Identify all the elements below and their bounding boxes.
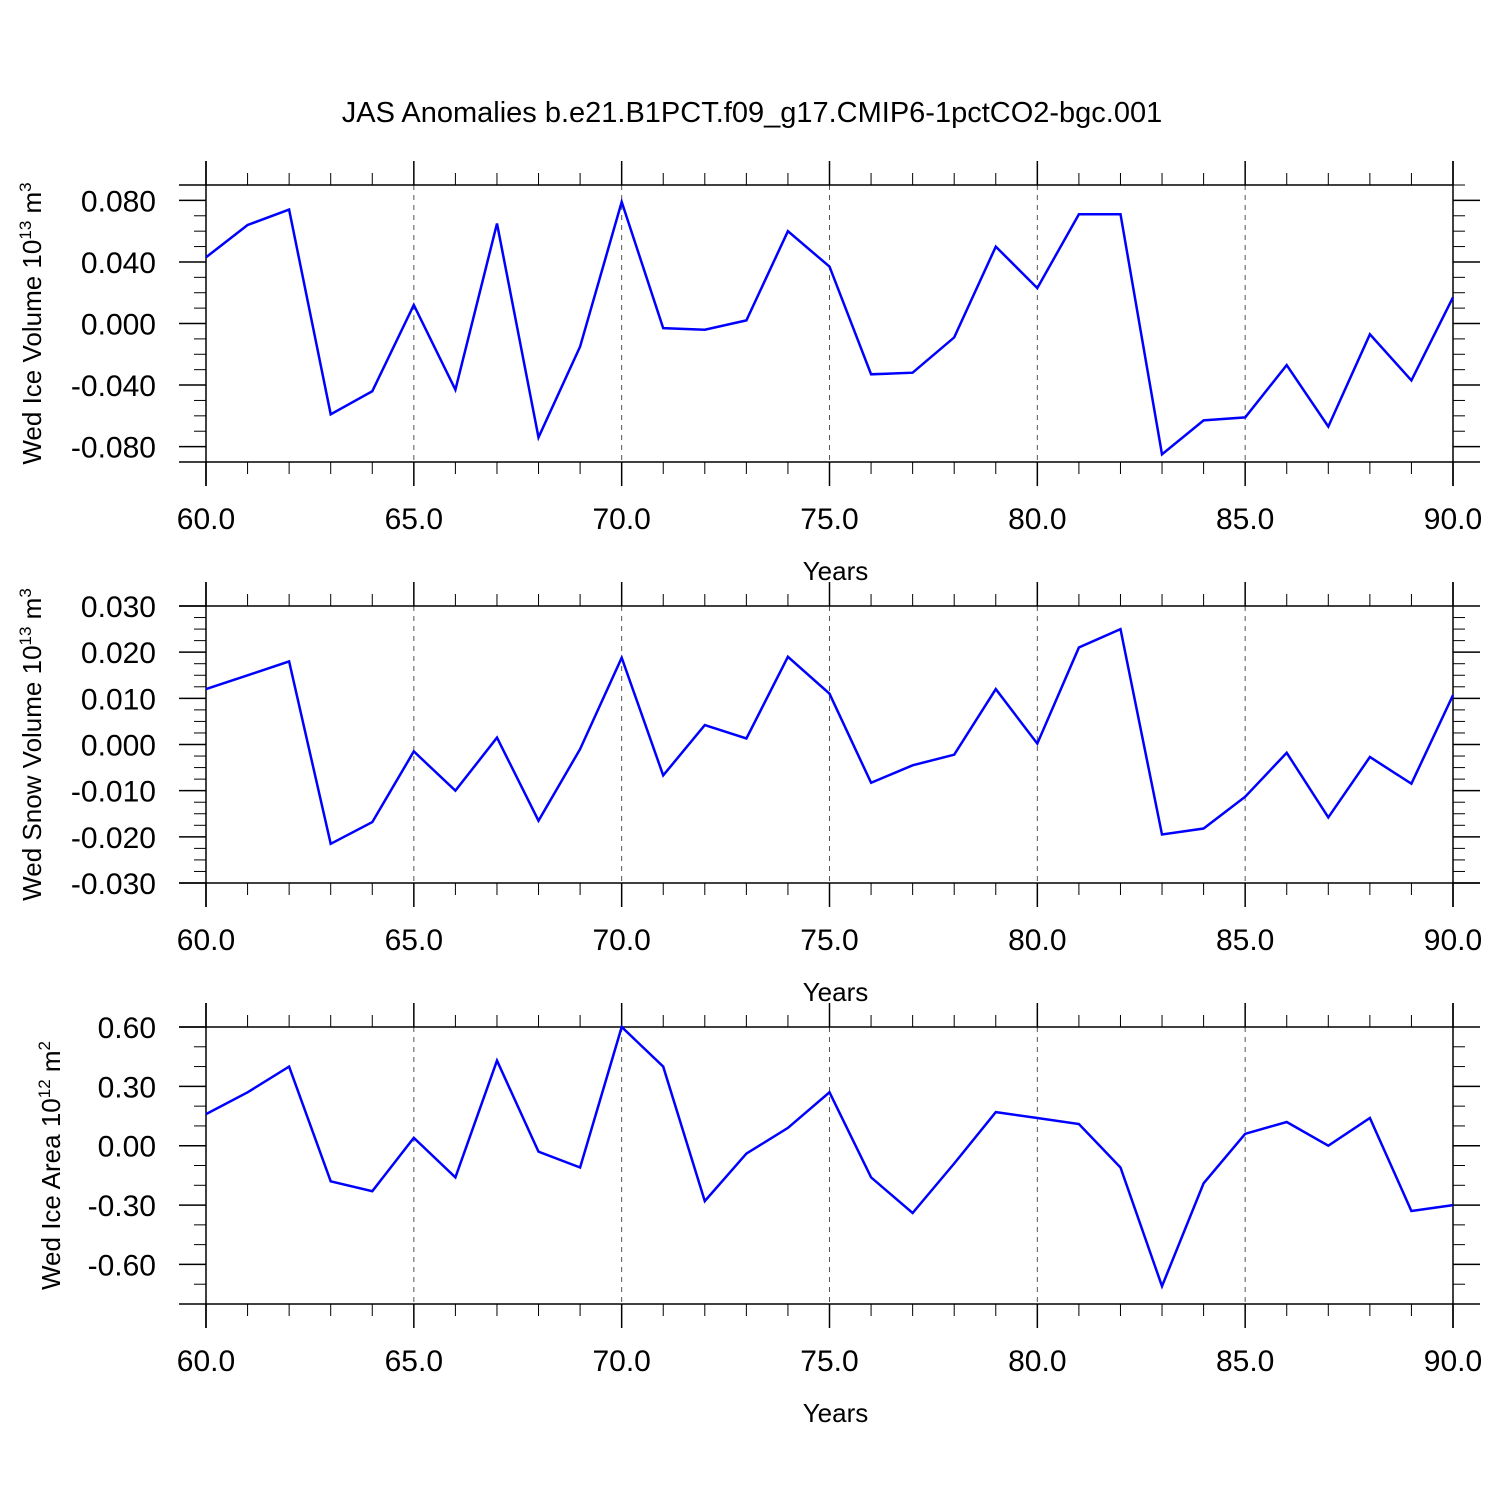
y-tick-label: 0.010 [81,683,156,716]
x-axis-label: Years [803,1398,869,1428]
y-tick-label: 0.30 [98,1071,156,1104]
y-tick-label: -0.60 [88,1249,156,1282]
x-tick-label: 80.0 [1008,503,1066,536]
x-tick-label: 60.0 [177,503,235,536]
x-tick-label: 70.0 [592,503,650,536]
y-axis-label: Wed Ice Area 1012 m2 [35,1041,66,1290]
x-tick-label: 75.0 [800,924,858,957]
y-tick-label: 0.040 [81,247,156,280]
x-tick-label: 85.0 [1216,1345,1274,1378]
x-tick-label: 60.0 [177,1345,235,1378]
y-tick-label: 0.60 [98,1012,156,1045]
panels: 60.0 65.0 70.0 75.0 80.0 85.0 90.0 Years -0.080 -… [16,161,1482,1428]
x-tick-label: 80.0 [1008,924,1066,957]
y-axis-label: Wed Snow Volume 1013 m3 [16,588,47,901]
x-tick-label: 60.0 [177,924,235,957]
x-tick-label: 85.0 [1216,503,1274,536]
x-tick-label: 65.0 [385,503,443,536]
panel-2: 60.0 65.0 70.0 75.0 80.0 85.0 90.0 Years -0.030 -… [16,582,1482,1007]
x-tick-label: 75.0 [800,1345,858,1378]
x-tick-label: 90.0 [1424,1345,1482,1378]
panel-1: 60.0 65.0 70.0 75.0 80.0 85.0 90.0 Years -0.080 -… [16,161,1482,586]
x-axis-label: Years [803,977,869,1007]
y-tick-label: -0.080 [71,432,156,465]
y-tick-label: 0.00 [98,1131,156,1164]
y-tick-label: -0.040 [71,370,156,403]
y-tick-label: -0.30 [88,1190,156,1223]
y-tick-label: 0.080 [81,185,156,218]
panel-3: 60.0 65.0 70.0 75.0 80.0 85.0 90.0 Years -0.60 -0… [35,1003,1482,1428]
y-tick-label: -0.010 [71,776,156,809]
y-tick-label: 0.020 [81,637,156,670]
x-tick-label: 70.0 [592,1345,650,1378]
x-tick-label: 90.0 [1424,503,1482,536]
y-tick-label: 0.000 [81,730,156,763]
x-tick-label: 65.0 [385,924,443,957]
x-axis-label: Years [803,556,869,586]
x-tick-label: 75.0 [800,503,858,536]
y-tick-label: 0.000 [81,309,156,342]
x-tick-label: 85.0 [1216,924,1274,957]
x-tick-label: 80.0 [1008,1345,1066,1378]
chart-title: JAS Anomalies b.e21.B1PCT.f09_g17.CMIP6-… [342,97,1163,129]
y-tick-label: -0.030 [71,868,156,901]
y-axis-label: Wed Ice Volume 1013 m3 [16,182,47,464]
x-tick-label: 70.0 [592,924,650,957]
x-tick-label: 90.0 [1424,924,1482,957]
y-tick-label: 0.030 [81,591,156,624]
x-tick-label: 65.0 [385,1345,443,1378]
y-tick-label: -0.020 [71,822,156,855]
